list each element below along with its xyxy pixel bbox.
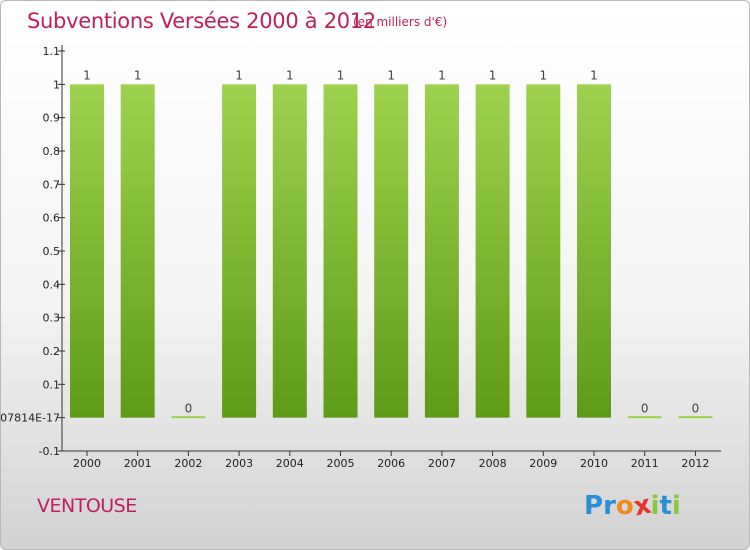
- chart-title: Subventions Versées 2000 à 2012: [27, 9, 376, 33]
- chart-unit: (en milliers d'€): [353, 15, 448, 29]
- logo-letter: r: [603, 491, 616, 521]
- value-label-2004: 1: [286, 68, 294, 82]
- bar-2003: [222, 84, 257, 418]
- logo-letter: i: [671, 491, 681, 521]
- y-tick-label: 0.9: [43, 112, 61, 125]
- commune-name: VENTOUSE: [37, 495, 137, 517]
- bar-2008: [475, 84, 510, 418]
- value-label-2000: 1: [83, 68, 91, 82]
- x-tick-label-2012: 2012: [681, 457, 709, 470]
- bar-2001: [120, 84, 155, 418]
- x-tick-label-2003: 2003: [225, 457, 253, 470]
- value-label-2005: 1: [337, 68, 345, 82]
- bar-2000: [70, 84, 104, 418]
- logo-letter: i: [650, 491, 660, 521]
- bar-2006: [374, 84, 409, 418]
- y-tick-label: 0.1: [43, 378, 61, 391]
- value-label-2009: 1: [539, 68, 547, 82]
- bar-2010: [577, 84, 611, 418]
- x-tick-label-2006: 2006: [377, 457, 405, 470]
- value-label-2003: 1: [235, 68, 243, 82]
- value-label-2007: 1: [438, 68, 446, 82]
- bar-2005: [323, 84, 358, 418]
- y-tick-label: 0.3: [43, 312, 61, 325]
- bar-2012: [678, 416, 713, 419]
- y-tick-label: 0.5: [43, 245, 61, 258]
- x-tick-label-2000: 2000: [73, 457, 101, 470]
- x-tick-label-2001: 2001: [124, 457, 152, 470]
- proxiti-logo: Proxiti: [584, 490, 681, 523]
- y-tick-label: 1.1: [43, 45, 61, 58]
- value-label-2010: 1: [590, 68, 598, 82]
- value-label-2002: 0: [185, 402, 193, 416]
- y-tick-label: 0.7: [43, 178, 61, 191]
- y-tick-label: 0.6: [43, 212, 61, 225]
- bar-2009: [526, 84, 561, 418]
- y-tick-label: 1.3877787807814E-17: [1, 412, 60, 425]
- y-tick-label: -0.1: [39, 445, 60, 458]
- value-label-2011: 0: [641, 402, 649, 416]
- x-tick-label-2010: 2010: [580, 457, 608, 470]
- bar-2011: [627, 416, 662, 419]
- y-tick-label: 1: [53, 78, 60, 91]
- value-label-2006: 1: [387, 68, 395, 82]
- x-tick-label-2004: 2004: [276, 457, 304, 470]
- x-tick-label-2009: 2009: [529, 457, 557, 470]
- logo-letter: P: [584, 491, 604, 521]
- value-label-2012: 0: [692, 402, 700, 416]
- x-tick-label-2011: 2011: [631, 457, 659, 470]
- x-tick-label-2007: 2007: [428, 457, 456, 470]
- x-tick-label-2005: 2005: [327, 457, 355, 470]
- y-tick-label: 0.4: [43, 278, 61, 291]
- logo-letter: o: [615, 491, 634, 521]
- y-tick-label: 0.2: [43, 345, 61, 358]
- value-label-2008: 1: [489, 68, 497, 82]
- bar-2004: [272, 84, 307, 418]
- bar-2002: [171, 416, 206, 419]
- logo-letter: t: [659, 491, 672, 521]
- x-tick-label-2008: 2008: [479, 457, 507, 470]
- x-tick-label-2002: 2002: [174, 457, 202, 470]
- value-label-2001: 1: [134, 68, 142, 82]
- bar-2007: [424, 84, 459, 418]
- y-tick-label: 0.8: [43, 145, 61, 158]
